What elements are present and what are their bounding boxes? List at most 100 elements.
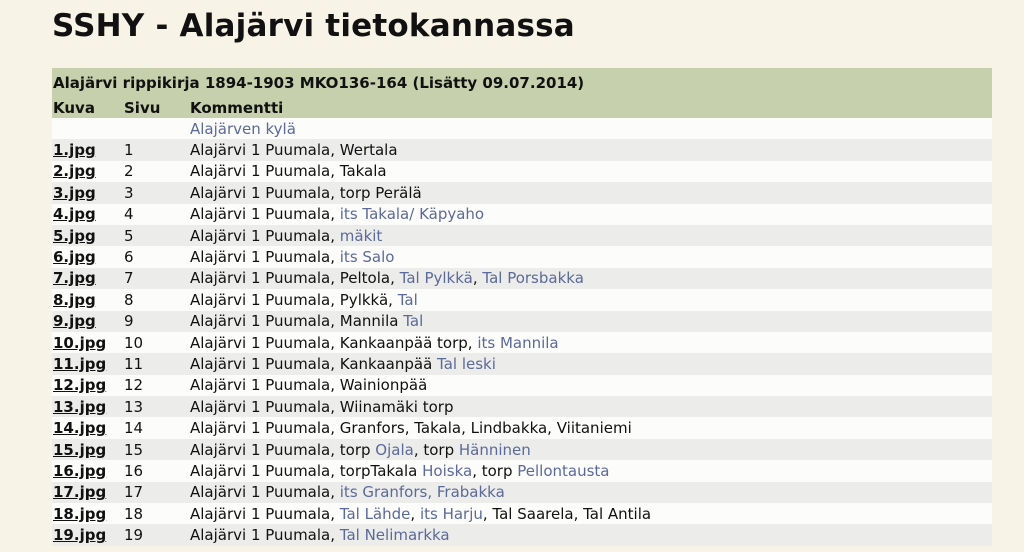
image-link[interactable]: 5.jpg <box>53 226 96 245</box>
comment-text: Alajärvi 1 Puumala, <box>190 504 340 523</box>
comment-link[interactable]: Hoiska <box>422 461 473 480</box>
comment-link[interactable]: its Harju <box>419 504 483 523</box>
comment-text: Alajärvi 1 Puumala, <box>190 526 340 545</box>
comment-text: Alajärvi 1 Puumala, <box>190 205 340 224</box>
comment-cell: Alajärvi 1 Puumala, its Takala/ Käpyaho <box>190 205 992 223</box>
image-link[interactable]: 10.jpg <box>53 333 107 352</box>
comment-link[interactable]: mäkit <box>339 226 383 245</box>
table-caption: Alajärvi rippikirja 1894-1903 MKO136-164… <box>52 68 992 97</box>
comment-cell: Alajärvi 1 Puumala, Peltola, Tal Pylkkä,… <box>190 269 992 287</box>
page-number: 15 <box>124 440 144 459</box>
comment-text: Alajärvi 1 Puumala, <box>190 226 340 245</box>
comment-text: , <box>472 269 483 288</box>
comment-cell: Alajärvi 1 Puumala, Kankaanpää torp, its… <box>190 334 992 352</box>
comment-cell: Alajärvi 1 Puumala, Wiinamäki torp <box>190 398 992 416</box>
comment-link[interactable]: Tal Porsbakka <box>482 269 584 288</box>
comment-link[interactable]: Tal leski <box>437 354 496 373</box>
image-index-table: Alajärvi rippikirja 1894-1903 MKO136-164… <box>52 68 992 546</box>
comment-link[interactable]: its Salo <box>339 248 395 267</box>
page-number: 18 <box>124 504 144 523</box>
table-row: 18.jpg 18 Alajärvi 1 Puumala, Tal Lähde, i… <box>52 503 992 525</box>
comment-text: Alajärvi 1 Puumala, Wertala <box>190 141 398 160</box>
image-link[interactable]: 12.jpg <box>53 376 107 395</box>
comment-text: , <box>410 504 420 523</box>
comment-link[interactable]: Tal Lähde <box>339 504 411 523</box>
comment-link[interactable]: Pellontausta <box>517 461 610 480</box>
comment-cell: Alajärvi 1 Puumala, Wainionpää <box>190 376 992 394</box>
image-link[interactable]: 3.jpg <box>53 183 96 202</box>
page-number: 7 <box>124 269 134 288</box>
comment-text: Alajärvi 1 Puumala, Mannila <box>190 312 404 331</box>
image-link[interactable]: 7.jpg <box>53 269 96 288</box>
comment-link[interactable]: Tal Pylkkä <box>399 269 473 288</box>
image-link[interactable]: 17.jpg <box>53 483 107 502</box>
comment-link[interactable]: its Mannila <box>477 333 559 352</box>
comment-cell: Alajärvi 1 Puumala, Granfors, Takala, Li… <box>190 419 992 437</box>
image-link[interactable]: 6.jpg <box>53 248 96 267</box>
comment-link[interactable]: its Granfors, Frabakka <box>339 483 505 502</box>
comment-cell: Alajärvi 1 Puumala, torp Ojala, torp Hän… <box>190 441 992 459</box>
table-row: 10.jpg 10 Alajärvi 1 Puumala, Kankaanpää t… <box>52 331 992 354</box>
comment-cell: Alajärvi 1 Puumala, Pylkkä, Tal <box>190 291 992 309</box>
comment-text: Alajärvi 1 Puumala, Wainionpää <box>190 376 428 395</box>
comment-link[interactable]: Ojala <box>375 440 414 459</box>
image-link[interactable]: 8.jpg <box>53 290 96 309</box>
image-link[interactable]: 9.jpg <box>53 312 96 331</box>
image-link[interactable]: 16.jpg <box>53 461 107 480</box>
comment-cell: Alajärvi 1 Puumala, Kankaanpää Tal leski <box>190 355 992 373</box>
comment-text: Alajärvi 1 Puumala, <box>190 248 340 267</box>
image-link[interactable]: 13.jpg <box>53 397 107 416</box>
table-row: 5.jpg 5 Alajärvi 1 Puumala, mäkit <box>52 224 992 247</box>
comment-text: Alajärvi 1 Puumala, Peltola, <box>190 269 400 288</box>
comment-text: Alajärvi 1 Puumala, <box>190 483 340 502</box>
comment-cell: Alajärvi 1 Puumala, Wertala <box>190 141 992 159</box>
table-row: 8.jpg 8 Alajärvi 1 Puumala, Pylkkä, Tal <box>52 289 992 311</box>
page-number: 19 <box>124 526 144 545</box>
table-row: 1.jpg 1 Alajärvi 1 Puumala, Wertala <box>52 139 992 161</box>
comment-link[interactable]: its Takala/ Käpyaho <box>339 205 485 224</box>
page-number: 13 <box>124 397 144 416</box>
comment-link[interactable]: Hänninen <box>458 440 531 459</box>
page-number: 16 <box>124 461 144 480</box>
page-title: SSHY - Alajärvi tietokannassa <box>52 8 575 44</box>
page-number: 2 <box>124 162 134 181</box>
image-link[interactable]: 14.jpg <box>53 419 107 438</box>
comment-text: , torp <box>413 440 459 459</box>
page-number: 10 <box>124 333 144 352</box>
image-link[interactable]: 19.jpg <box>53 526 107 545</box>
image-link[interactable]: 18.jpg <box>53 504 107 523</box>
section-row: Alajärven kylä <box>52 118 992 140</box>
comment-text: Alajärvi 1 Puumala, torp <box>190 440 376 459</box>
image-link[interactable]: 1.jpg <box>53 141 96 160</box>
table-row: 3.jpg 3 Alajärvi 1 Puumala, torp Perälä <box>52 182 992 204</box>
table-row: 9.jpg 9 Alajärvi 1 Puumala, Mannila Tal <box>52 310 992 332</box>
comment-link[interactable]: Tal <box>397 290 418 309</box>
image-link[interactable]: 2.jpg <box>53 162 96 181</box>
comment-cell: Alajärvi 1 Puumala, its Salo <box>190 248 992 266</box>
image-link[interactable]: 11.jpg <box>53 354 107 373</box>
comment-text: Alajärvi 1 Puumala, torpTakala <box>190 461 423 480</box>
table-body: 1.jpg 1 Alajärvi 1 Puumala, Wertala 2.jpg 2 A… <box>52 139 992 546</box>
comment-cell: Alajärvi 1 Puumala, Mannila Tal <box>190 312 992 330</box>
image-link[interactable]: 15.jpg <box>53 440 107 459</box>
table-row: 13.jpg 13 Alajärvi 1 Puumala, Wiinamäki to… <box>52 396 992 418</box>
page-number: 17 <box>124 483 144 502</box>
comment-text: Alajärvi 1 Puumala, torp Perälä <box>190 183 422 202</box>
comment-cell: Alajärvi 1 Puumala, Tal Lähde, its Harju… <box>190 505 992 523</box>
table-row: 2.jpg 2 Alajärvi 1 Puumala, Takala <box>52 160 992 183</box>
image-link[interactable]: 4.jpg <box>53 205 96 224</box>
comment-cell: Alajärvi 1 Puumala, torpTakala Hoiska, t… <box>190 462 992 480</box>
comment-cell: Alajärvi 1 Puumala, its Granfors, Frabak… <box>190 483 992 501</box>
page-number: 3 <box>124 183 134 202</box>
page-number: 8 <box>124 290 134 309</box>
comment-link[interactable]: Tal Nelimarkka <box>339 526 450 545</box>
section-link-alajarven-kyla[interactable]: Alajärven kylä <box>190 119 296 138</box>
table-row: 16.jpg 16 Alajärvi 1 Puumala, torpTakala H… <box>52 460 992 482</box>
table-row: 12.jpg 12 Alajärvi 1 Puumala, Wainionpää <box>52 374 992 397</box>
header-kommentti: Kommentti <box>190 98 284 117</box>
comment-cell: Alajärvi 1 Puumala, Tal Nelimarkka <box>190 526 992 544</box>
comment-text: Alajärvi 1 Puumala, Granfors, Takala, Li… <box>190 419 632 438</box>
comment-link[interactable]: Tal <box>403 312 424 331</box>
page-number: 1 <box>124 141 134 160</box>
